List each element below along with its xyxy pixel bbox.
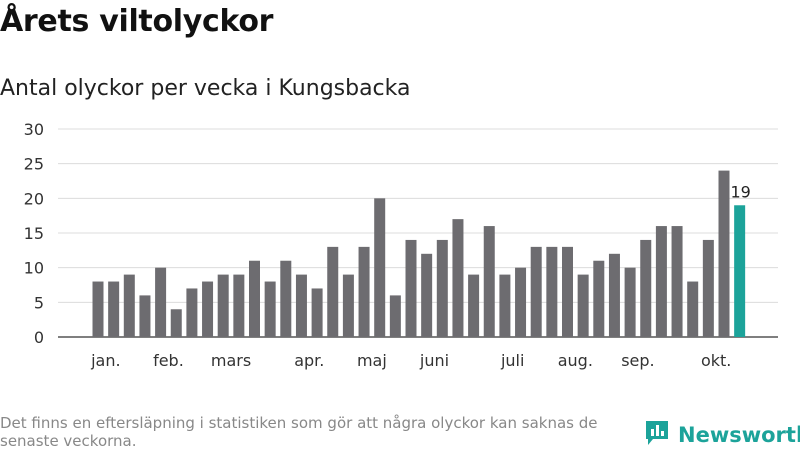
highlight-value-label: 19 [730, 182, 750, 201]
bar [186, 288, 198, 337]
bar [608, 253, 620, 337]
y-tick-label: 30 [24, 120, 44, 139]
bar [108, 281, 120, 337]
bar [389, 295, 401, 337]
bar [499, 274, 511, 337]
bar [327, 246, 339, 337]
bar [702, 239, 714, 337]
bar [530, 246, 542, 337]
brand-name: Newsworthy [678, 423, 800, 447]
chart-title: Årets viltolyckor [0, 4, 274, 39]
x-tick-label: juni [419, 351, 449, 370]
bar [374, 198, 386, 337]
bar-highlight [734, 205, 746, 337]
bar [249, 260, 260, 337]
bar [155, 267, 167, 337]
bar [421, 253, 433, 337]
bar [295, 274, 307, 337]
footnote: Det finns en eftersläpning i statistiken… [0, 414, 598, 450]
bar [139, 295, 151, 337]
bar [640, 239, 652, 337]
x-tick-label: mars [211, 351, 251, 370]
bar [405, 239, 417, 337]
bar [170, 309, 182, 337]
x-tick-label: maj [357, 351, 387, 370]
y-tick-label: 0 [34, 328, 44, 347]
bar [718, 170, 730, 337]
bar [655, 226, 667, 337]
bar [202, 281, 214, 337]
brand-logo: Newsworthy [644, 420, 800, 450]
bar [515, 267, 527, 337]
x-tick-label: feb. [153, 351, 184, 370]
bar [577, 274, 589, 337]
bar [217, 274, 229, 337]
bar [233, 274, 245, 337]
bar [452, 219, 464, 337]
bar [436, 239, 448, 337]
x-tick-label: okt. [701, 351, 731, 370]
chart-subtitle: Antal olyckor per vecka i Kungsbacka [0, 76, 411, 101]
bar [687, 281, 699, 337]
bar [671, 226, 683, 337]
bar [562, 246, 573, 337]
bar [358, 246, 370, 337]
y-tick-label: 15 [24, 224, 44, 243]
y-tick-label: 25 [24, 155, 44, 174]
x-tick-label: apr. [294, 351, 324, 370]
bar [92, 281, 104, 337]
bar [546, 246, 558, 337]
x-tick-label: juli [500, 351, 524, 370]
bar [624, 267, 636, 337]
y-tick-label: 20 [24, 189, 44, 208]
y-tick-label: 5 [34, 293, 44, 312]
bar [342, 274, 354, 337]
x-tick-label: sep. [621, 351, 654, 370]
bar [123, 274, 135, 337]
bar [483, 226, 495, 337]
bar [311, 288, 323, 337]
bar [593, 260, 605, 337]
bar [264, 281, 276, 337]
bar-chart-logo-icon [644, 419, 670, 451]
x-tick-label: aug. [558, 351, 593, 370]
x-tick-label: jan. [90, 351, 120, 370]
y-tick-label: 10 [24, 259, 44, 278]
bar-chart: 0 5 10 15 20 25 30 19 jan. feb. mars apr. maj juni jul… [24, 120, 778, 370]
bar [468, 274, 480, 337]
bar [280, 260, 292, 337]
